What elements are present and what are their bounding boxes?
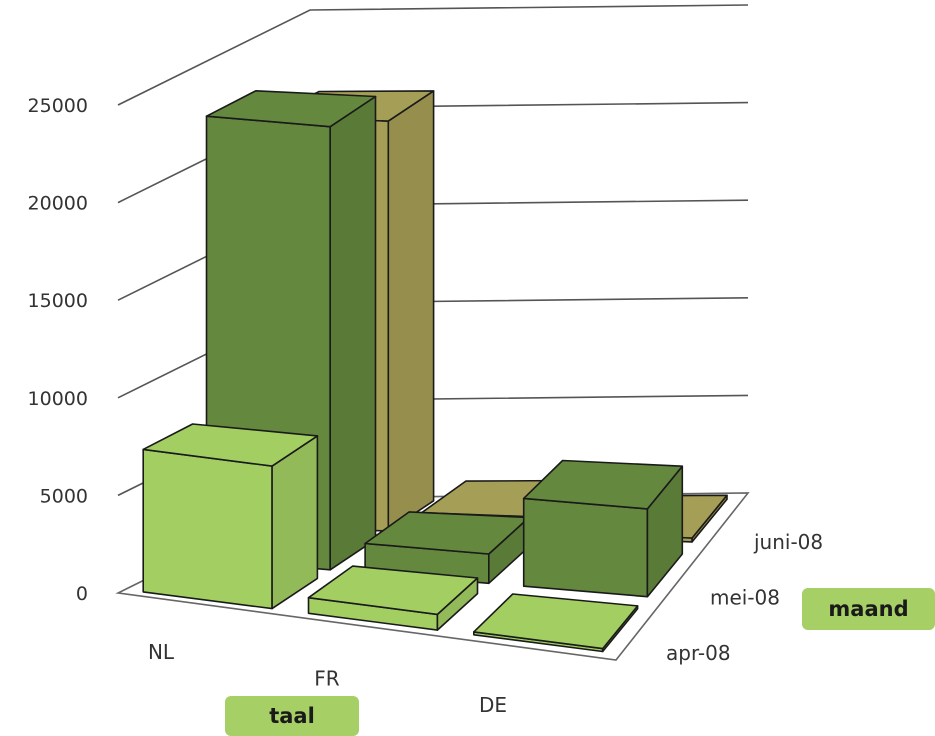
series-label-apr-08: apr-08 [666,641,731,665]
bars [142,90,728,653]
category-label-DE: DE [479,693,507,717]
series-axis-title: maand [828,597,909,621]
category-label-FR: FR [314,667,340,691]
bar-FR-mei-08 [364,511,530,585]
category-label-NL: NL [148,640,175,664]
x-axis-title: taal [269,704,315,728]
x-axis-title-badge: taal [225,696,359,736]
bar-FR-apr-08 [307,565,479,631]
bar-DE-apr-08 [472,593,639,653]
y-tick-label: 10000 [28,388,88,410]
bar-DE-mei-08 [522,459,684,598]
y-tick-label: 5000 [40,485,88,507]
y-tick-label: 25000 [28,95,88,117]
y-tick-label: 0 [76,583,88,605]
series-label-mei-08: mei-08 [710,586,780,610]
gridline [117,4,749,106]
bar-NL-apr-08 [142,423,319,610]
category-labels: NL FR DE [148,640,507,717]
series-axis-title-badge: maand [802,588,935,630]
series-labels: apr-08 mei-08 juni-08 [666,530,823,665]
y-tick-label: 15000 [28,290,88,312]
y-tick-label: 20000 [28,193,88,215]
series-label-juni-08: juni-08 [753,530,823,554]
y-tick-labels: 0 5000 10000 15000 20000 25000 [28,95,88,605]
